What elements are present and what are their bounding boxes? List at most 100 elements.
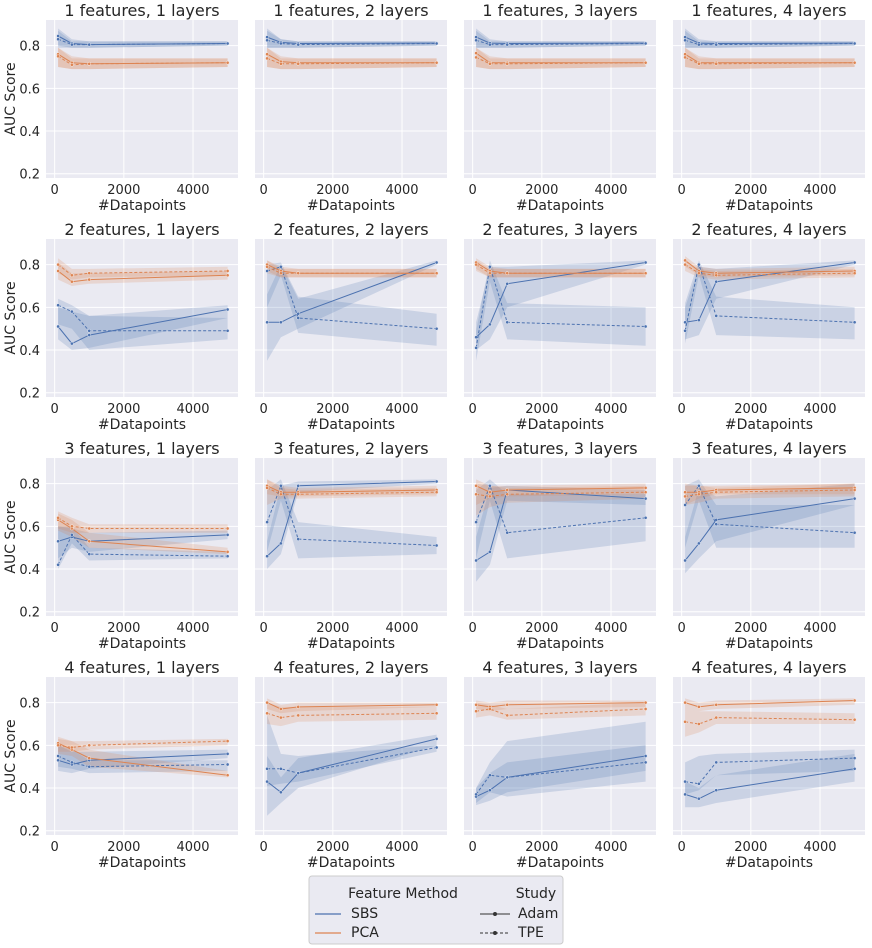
- data-point-sbs-tpe: [265, 269, 269, 273]
- data-point-pca-tpe: [434, 60, 439, 65]
- data-point-pca-tpe: [296, 492, 301, 497]
- data-point-pca-tpe: [852, 488, 857, 492]
- series-line-sbs-tpe: [475, 761, 646, 795]
- data-point-pca-tpe: [434, 490, 439, 495]
- data-point-pca-adam: [488, 490, 492, 495]
- series-line-pca-tpe: [475, 264, 646, 274]
- data-point-sbs-tpe: [296, 42, 301, 47]
- data-point-sbs-adam: [70, 341, 74, 346]
- data-point-sbs-tpe: [852, 41, 857, 46]
- x-tick-label: 0: [51, 402, 59, 417]
- x-tick-label: 0: [51, 621, 59, 636]
- ci-band-sbs-tpe: [685, 260, 855, 344]
- data-point-sbs-adam: [683, 792, 687, 797]
- facet-title: 3 features, 2 layers: [273, 439, 428, 458]
- x-tick-label: 0: [469, 621, 477, 636]
- data-point-sbs-adam: [643, 260, 648, 265]
- ci-band-sbs-adam: [58, 526, 228, 559]
- data-point-pca-adam: [265, 52, 269, 57]
- series-line-pca-tpe: [266, 266, 437, 274]
- x-tick-label: 2000: [525, 621, 558, 636]
- series-line-sbs-adam: [684, 36, 855, 45]
- series-line-pca-tpe: [684, 264, 855, 276]
- x-tick-label: 2000: [316, 621, 349, 636]
- series-line-pca-tpe: [57, 517, 228, 529]
- ci-band-sbs-adam: [58, 305, 228, 350]
- plot-area: [255, 239, 447, 397]
- data-point-pca-adam: [714, 703, 719, 707]
- x-tick-label: 4000: [803, 621, 836, 636]
- series-line-pca-tpe: [476, 491, 646, 497]
- facet-title: 2 features, 4 layers: [691, 220, 846, 239]
- data-point-sbs-adam: [683, 35, 687, 39]
- facet-panel: 0 2000 4000 2 features, 4 layers #Datapoints: [673, 220, 865, 433]
- data-point-pca-tpe: [852, 271, 857, 276]
- series-line-sbs-adam: [266, 738, 437, 793]
- data-point-pca-adam: [643, 486, 648, 490]
- plot-area: [46, 239, 238, 397]
- y-axis-label: AUC Score: [3, 500, 19, 573]
- data-point-pca-tpe: [505, 713, 510, 718]
- facet-title: 4 features, 3 layers: [482, 658, 637, 677]
- y-tick-label: 0.4: [19, 563, 40, 578]
- ci-band-sbs-adam: [476, 260, 646, 350]
- data-point-pca-adam: [296, 705, 301, 709]
- data-point-sbs-tpe: [714, 42, 719, 47]
- series-line-sbs-adam: [57, 534, 228, 542]
- data-point-sbs-adam: [697, 796, 701, 801]
- data-point-sbs-tpe: [474, 792, 478, 797]
- data-point-sbs-tpe: [225, 41, 230, 46]
- data-point-pca-adam: [683, 52, 687, 57]
- data-point-sbs-adam: [697, 318, 701, 322]
- series-line-sbs-tpe: [684, 39, 855, 46]
- x-axis-label: #Datapoints: [98, 417, 186, 433]
- facet-title: 2 features, 3 layers: [482, 220, 637, 239]
- data-point-sbs-adam: [488, 322, 492, 327]
- data-point-sbs-tpe: [279, 767, 283, 771]
- data-point-sbs-tpe: [279, 264, 283, 269]
- facet-panel: 0 2000 4000 2 features, 2 layers #Datapoints: [255, 220, 447, 433]
- y-tick-label: 0.2: [19, 606, 40, 621]
- data-point-pca-tpe: [87, 743, 91, 748]
- plot-area: [673, 458, 865, 616]
- x-tick-label: 4000: [803, 840, 836, 855]
- x-axis-label: #Datapoints: [98, 636, 186, 652]
- data-point-pca-adam: [225, 773, 230, 778]
- data-point-pca-adam: [87, 277, 91, 282]
- data-point-sbs-tpe: [505, 530, 510, 535]
- data-point-pca-adam: [505, 703, 510, 707]
- data-point-pca-tpe: [296, 713, 301, 718]
- x-tick-label: 0: [260, 402, 268, 417]
- x-axis-label: #Datapoints: [98, 855, 186, 871]
- data-point-sbs-tpe: [488, 264, 492, 269]
- x-tick-label: 2000: [316, 183, 349, 198]
- x-tick-label: 4000: [176, 840, 209, 855]
- data-point-sbs-adam: [852, 260, 857, 265]
- data-point-sbs-adam: [265, 35, 269, 39]
- data-point-sbs-tpe: [434, 41, 439, 46]
- plot-area: [464, 20, 656, 178]
- ci-band-pca-adam: [476, 479, 646, 505]
- data-point-pca-tpe: [488, 494, 492, 499]
- plot-area: [255, 677, 447, 835]
- x-tick-label: 4000: [594, 621, 627, 636]
- data-point-sbs-tpe: [714, 314, 719, 318]
- data-point-pca-tpe: [505, 62, 510, 66]
- ci-band-pca-tpe: [58, 511, 228, 533]
- data-point-sbs-adam: [434, 479, 439, 484]
- facet-panel: 0 2000 4000 4 features, 3 layers #Datapoints: [464, 658, 656, 871]
- plot-area: [46, 20, 238, 178]
- ci-band-sbs-tpe: [267, 479, 437, 559]
- data-point-pca-tpe: [488, 707, 492, 711]
- data-point-sbs-tpe: [643, 324, 648, 329]
- facet-panel: 0 2000 4000 3 features, 3 layers #Datapoints: [464, 439, 656, 652]
- ci-band-sbs-tpe: [58, 745, 228, 774]
- data-point-sbs-tpe: [474, 38, 478, 43]
- data-point-pca-tpe: [643, 490, 648, 495]
- facet-panel: 0.2 0.4 0.6 0.8 0 2000 4000 1 features, 1 layer…: [3, 1, 238, 214]
- legend-tpe-label: TPE: [517, 925, 544, 941]
- x-tick-label: 2000: [525, 840, 558, 855]
- y-tick-label: 0.6: [19, 82, 40, 97]
- x-tick-label: 2000: [525, 183, 558, 198]
- ci-band-pca-tpe: [685, 47, 855, 70]
